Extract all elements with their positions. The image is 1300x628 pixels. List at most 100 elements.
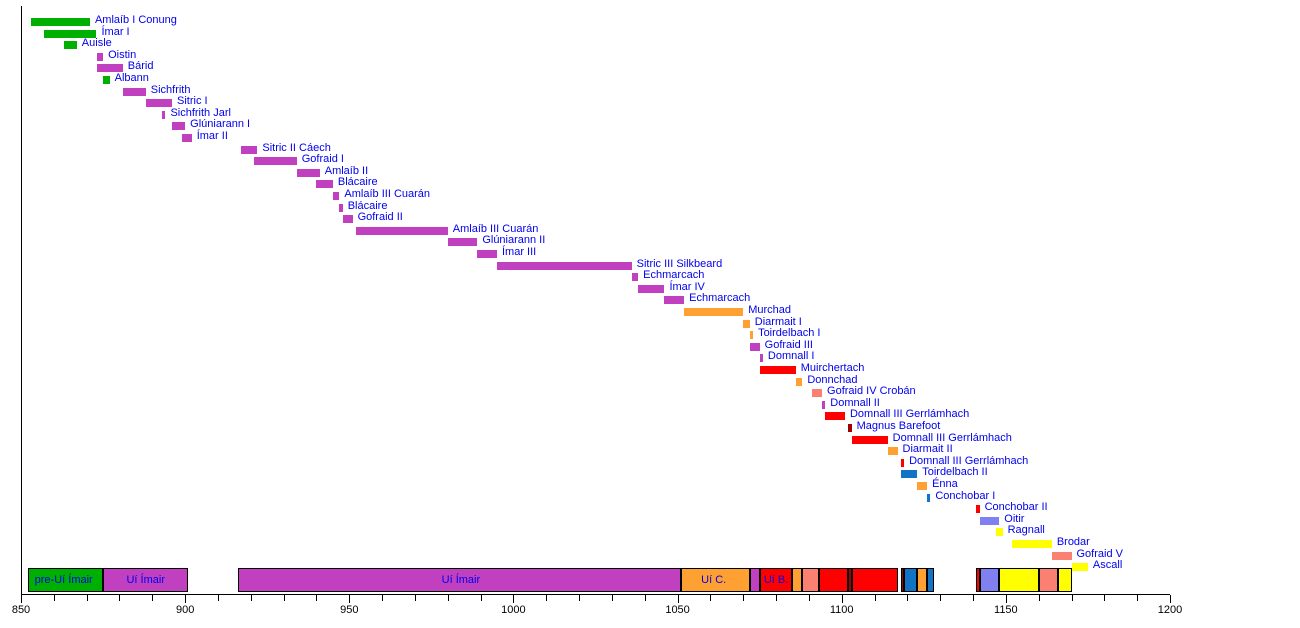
axis-tick-minor bbox=[1137, 595, 1139, 601]
axis-tick-major bbox=[677, 595, 679, 603]
reign-bar bbox=[1071, 563, 1088, 572]
dynasty-segment bbox=[802, 568, 819, 592]
axis-tick-minor bbox=[152, 595, 154, 601]
reign-bar bbox=[96, 64, 123, 73]
reign-bar bbox=[240, 145, 258, 154]
axis-tick-minor bbox=[1038, 595, 1040, 601]
axis-tick-minor bbox=[874, 595, 876, 601]
reign-label: Gofraid III bbox=[764, 338, 813, 351]
axis-tick-minor bbox=[283, 595, 285, 601]
reign-label: Echmarcach bbox=[689, 292, 751, 305]
reign-label: Sitric I bbox=[177, 95, 208, 108]
reign-label: Glúniarann I bbox=[190, 118, 251, 131]
reign-label: Gofraid IV Crobán bbox=[827, 385, 916, 398]
reign-label: Diarmait II bbox=[902, 443, 953, 456]
reign-bar bbox=[664, 296, 685, 305]
x-axis-line bbox=[21, 594, 1170, 595]
axis-tick-minor bbox=[414, 595, 416, 601]
reign-label: Albann bbox=[114, 72, 149, 84]
dynasty-segment bbox=[979, 568, 1000, 592]
axis-tick-major bbox=[1170, 595, 1171, 603]
axis-tick-label: 1100 bbox=[829, 604, 854, 616]
axis-tick-minor bbox=[973, 595, 975, 601]
axis-tick-minor bbox=[480, 595, 482, 601]
reign-bar bbox=[43, 29, 97, 38]
axis-tick-minor bbox=[940, 595, 942, 601]
reign-label: Conchobar I bbox=[935, 489, 996, 502]
reign-label: Bárid bbox=[127, 60, 154, 73]
reign-label: Ímar I bbox=[101, 25, 130, 38]
reign-bar bbox=[996, 528, 1003, 537]
reign-label: Domnall I bbox=[767, 350, 815, 363]
reign-bar bbox=[254, 157, 297, 166]
axis-tick-minor bbox=[86, 595, 88, 601]
axis-tick-label: 1050 bbox=[665, 604, 690, 616]
reign-bar bbox=[848, 424, 852, 432]
reign-label: Domnall III Gerrlámhach bbox=[909, 454, 1029, 467]
reign-bar bbox=[162, 110, 166, 119]
reign-label: Énna bbox=[932, 478, 958, 490]
reign-label: Diarmait I bbox=[754, 315, 802, 328]
reign-label: Domnall II bbox=[830, 396, 880, 409]
reign-label: Ímar IV bbox=[669, 280, 705, 293]
dynasty-segment bbox=[851, 568, 898, 592]
plot-area: Amlaíb I Conung Ímar I Auisle Oistin Bárid Al… bbox=[30, 14, 1123, 572]
dynasty-segment bbox=[917, 568, 928, 592]
reign-label: Domnall III Gerrlámhach bbox=[849, 408, 970, 421]
reign-label: Ímar II bbox=[196, 130, 228, 142]
reign-label: Sichfrith Jarl bbox=[170, 106, 231, 119]
reign-bar bbox=[822, 400, 826, 409]
reign-bar bbox=[900, 458, 905, 467]
reign-label: Magnus Barefoot bbox=[856, 420, 941, 432]
dynasty-segment bbox=[680, 568, 750, 592]
reign-bar bbox=[497, 261, 632, 270]
reign-label: Murchad bbox=[748, 304, 792, 316]
reign-label: Toirdelbach II bbox=[922, 466, 988, 479]
axis-tick-minor bbox=[710, 595, 712, 601]
axis-tick-minor bbox=[250, 595, 252, 601]
reign-bar bbox=[355, 226, 448, 235]
dynasty-segment bbox=[818, 568, 849, 592]
reign-label: Amlaíb III Cuarán bbox=[452, 222, 539, 235]
reign-bar bbox=[477, 250, 497, 258]
reign-bar bbox=[759, 366, 796, 374]
axis-tick-major bbox=[185, 595, 187, 603]
axis-tick-minor bbox=[217, 595, 219, 601]
axis-tick-minor bbox=[546, 595, 548, 601]
axis-tick-major bbox=[841, 595, 843, 603]
reign-label: Sitric II Cáech bbox=[262, 141, 331, 154]
reign-bar bbox=[122, 87, 146, 96]
reign-label: Ragnall bbox=[1007, 524, 1045, 537]
reign-bar bbox=[851, 435, 888, 444]
axis-tick-label: 1000 bbox=[501, 604, 526, 616]
reign-bar bbox=[743, 319, 750, 328]
reign-bar bbox=[181, 134, 192, 142]
reign-bar bbox=[917, 482, 928, 490]
reign-label: Gofraid II bbox=[357, 211, 403, 224]
reign-label: Toirdelbach I bbox=[758, 327, 821, 340]
reign-label: Muirchertach bbox=[800, 362, 865, 374]
dynasty-segment bbox=[237, 568, 681, 592]
reign-bar bbox=[316, 180, 333, 189]
reign-bar bbox=[342, 215, 353, 224]
axis-tick-minor bbox=[776, 595, 778, 601]
reign-label: Echmarcach bbox=[643, 269, 705, 282]
reign-bar bbox=[296, 168, 320, 177]
axis-tick-minor bbox=[644, 595, 646, 601]
reign-bar bbox=[927, 493, 931, 502]
reign-bar bbox=[63, 41, 77, 50]
reign-bar bbox=[684, 308, 744, 316]
dynasty-segment bbox=[792, 568, 803, 592]
reign-label: Donnchad bbox=[807, 373, 858, 386]
axis-tick-minor bbox=[382, 595, 384, 601]
reign-label: Gofraid V bbox=[1076, 547, 1123, 560]
reign-bar bbox=[887, 447, 898, 456]
reign-label: Brodar bbox=[1056, 536, 1090, 548]
reign-label: Glúniarann II bbox=[482, 234, 546, 247]
reign-label: Domnall III Gerrlámhach bbox=[892, 431, 1012, 444]
axis-tick-label: 950 bbox=[340, 604, 359, 616]
reign-label: Gofraid I bbox=[301, 153, 344, 166]
reign-bar bbox=[30, 18, 90, 26]
axis-tick-minor bbox=[579, 595, 581, 601]
axis-tick-label: 1150 bbox=[994, 604, 1018, 616]
